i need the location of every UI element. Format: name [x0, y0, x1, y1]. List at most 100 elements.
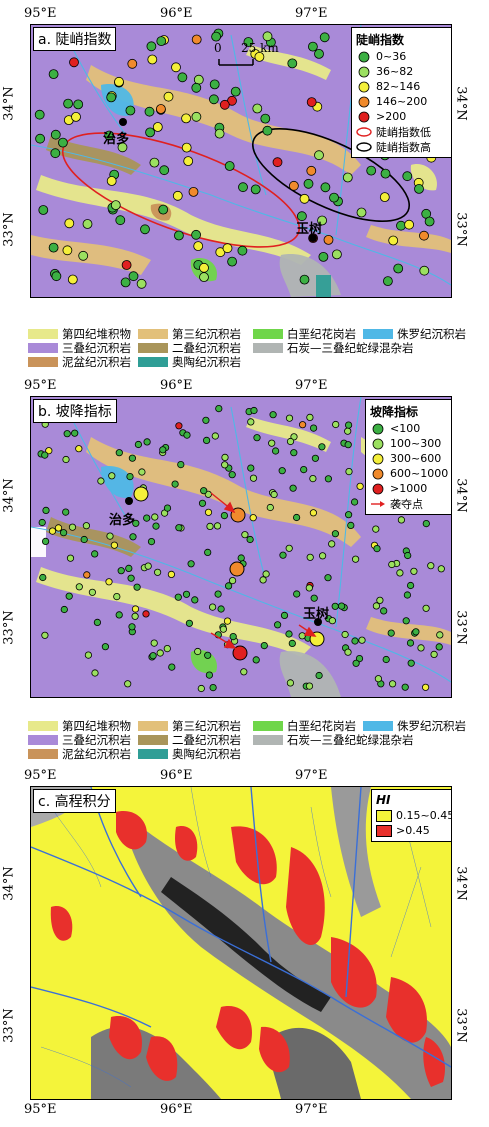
place-yushu: 玉树	[296, 222, 323, 237]
map-point	[227, 256, 238, 267]
map-point	[222, 243, 233, 254]
legend-title: 陡峭指数	[356, 33, 405, 47]
map-point	[213, 522, 222, 530]
map-point	[159, 446, 167, 454]
map-point	[63, 98, 73, 109]
map-point	[149, 157, 160, 168]
lat-tick-33-left: 33°N	[1, 212, 17, 247]
map-point	[191, 111, 202, 122]
map-point	[402, 171, 413, 182]
map-point	[249, 514, 257, 522]
map-point	[124, 680, 132, 688]
lon-tick-97: 97°E	[295, 6, 328, 21]
map-point	[249, 474, 258, 482]
map-point	[228, 471, 236, 479]
map-point	[199, 272, 209, 283]
map-point	[60, 605, 68, 614]
map-point	[168, 663, 176, 671]
map-point	[345, 468, 353, 476]
map-point	[152, 122, 163, 132]
map-point	[252, 103, 263, 114]
map-point	[262, 570, 270, 578]
map-point	[209, 603, 217, 611]
map-point	[152, 522, 160, 530]
map-point	[314, 48, 324, 59]
map-point	[223, 617, 232, 625]
map-point	[75, 583, 83, 591]
map-point	[125, 564, 133, 572]
map-point	[39, 573, 47, 582]
map-point	[45, 447, 53, 455]
map-point	[380, 607, 388, 615]
map-point	[274, 621, 282, 629]
map-point	[435, 643, 443, 651]
map-point	[51, 271, 62, 282]
map-point	[237, 245, 248, 256]
map-point	[183, 156, 194, 167]
map-point	[299, 193, 310, 204]
map-point	[71, 429, 79, 437]
map-point	[221, 453, 229, 462]
map-point	[38, 205, 49, 215]
map-point	[177, 72, 188, 83]
map-point	[203, 436, 211, 445]
map-point	[154, 568, 162, 576]
map-point	[410, 567, 418, 575]
map-point	[241, 531, 249, 539]
yushu-marker	[309, 234, 317, 242]
map-point	[437, 565, 445, 573]
lat-tick-34-right: 34°N	[453, 86, 469, 121]
map-point	[269, 411, 277, 419]
map-point	[320, 182, 331, 193]
map-point	[331, 530, 339, 538]
map-point	[106, 92, 117, 103]
map-point	[285, 630, 293, 638]
map-point	[374, 675, 382, 683]
map-point	[270, 490, 278, 499]
map-point	[147, 538, 156, 546]
map-point	[91, 669, 99, 677]
scale-label: 25 km	[241, 41, 279, 55]
panel-a-legend: 陡峭指数 0~36 36~82 82~146 146~200 >200 陡峭指数…	[351, 27, 451, 158]
map-point	[351, 637, 359, 645]
map-point	[205, 671, 213, 679]
map-point	[204, 508, 213, 516]
map-point	[144, 106, 155, 117]
map-point	[247, 418, 255, 426]
map-point	[286, 679, 294, 687]
map-point	[151, 513, 159, 521]
map-point	[430, 650, 438, 658]
map-point	[188, 186, 199, 197]
map-point	[290, 449, 298, 457]
map-point	[35, 133, 46, 144]
map-point	[38, 518, 46, 527]
map-point	[328, 540, 336, 548]
map-point	[382, 655, 390, 664]
lat-tick-33-right: 33°N	[453, 212, 469, 247]
map-point	[268, 439, 276, 447]
map-point	[318, 552, 327, 560]
map-point	[344, 421, 353, 429]
lat-tick-34-left: 34°N	[1, 86, 17, 121]
map-point	[372, 525, 380, 533]
map-point	[144, 562, 152, 570]
map-point	[146, 41, 157, 52]
map-point	[288, 639, 296, 647]
map-point	[396, 569, 404, 577]
map-point	[50, 129, 61, 140]
map-point	[424, 216, 435, 227]
map-point	[126, 473, 134, 481]
map-point	[211, 31, 222, 42]
map-point	[88, 588, 97, 596]
map-point	[337, 602, 346, 610]
map-point	[193, 241, 204, 252]
map-point	[108, 472, 116, 480]
map-point	[48, 527, 57, 535]
map-point	[198, 499, 207, 507]
map-point	[209, 683, 217, 692]
map-point	[380, 168, 391, 179]
map-point	[388, 235, 399, 246]
map-point	[138, 468, 146, 476]
map-point	[41, 631, 49, 639]
map-point	[71, 112, 81, 122]
